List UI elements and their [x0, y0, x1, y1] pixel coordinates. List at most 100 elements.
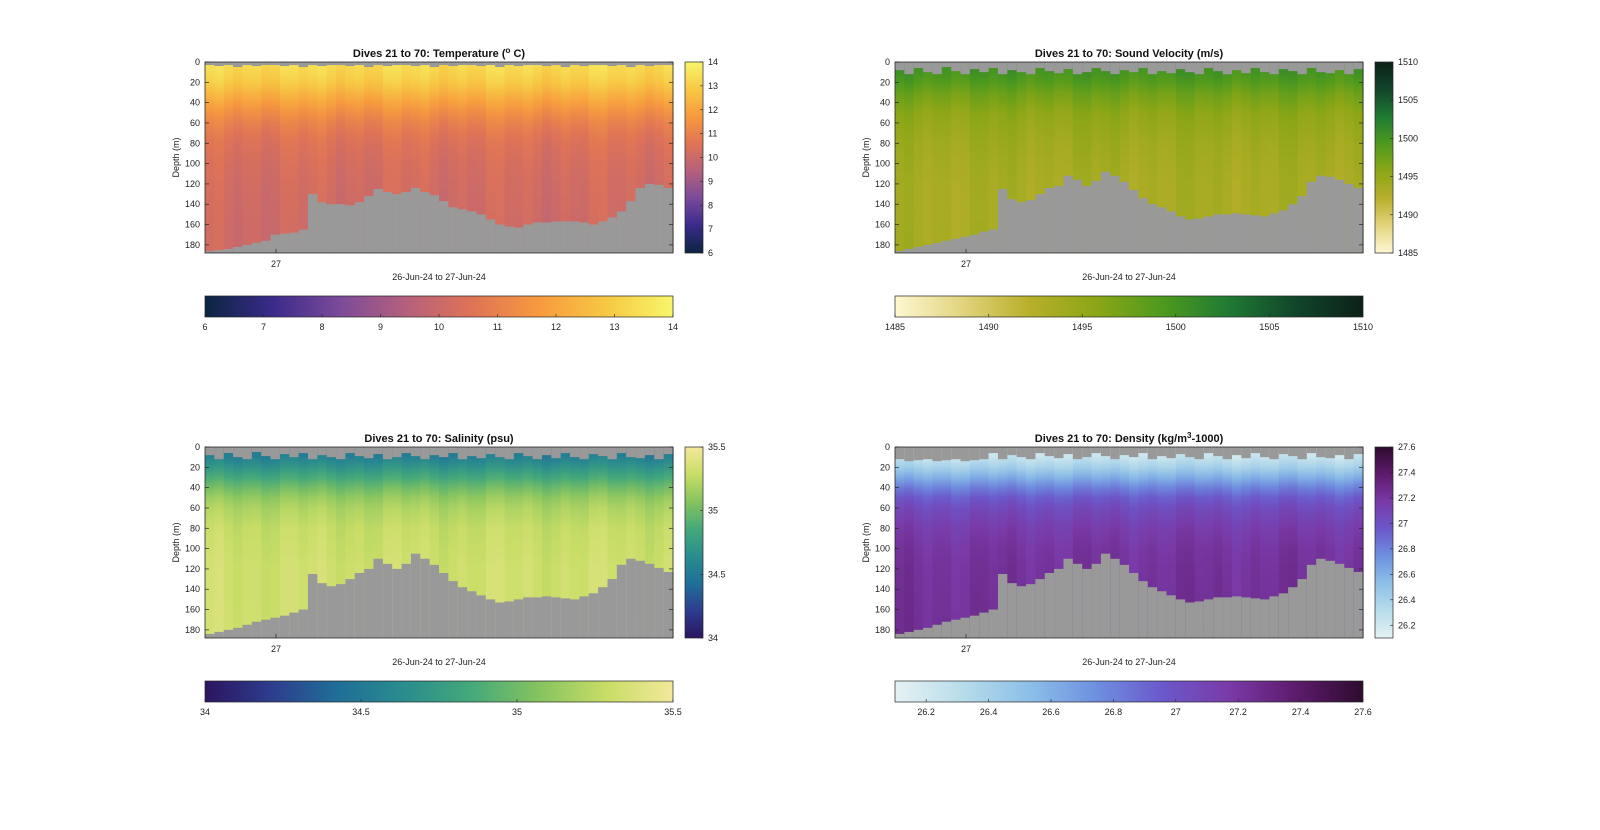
- surface-gap: [523, 447, 534, 457]
- seafloor-mask: [523, 597, 534, 638]
- seafloor-mask: [317, 202, 328, 253]
- surface-gap: [251, 447, 262, 453]
- seafloor-mask: [1129, 190, 1139, 253]
- surface-gap: [1072, 447, 1083, 460]
- seafloor-mask: [1288, 587, 1299, 638]
- seafloor-mask: [570, 221, 580, 253]
- heatmap-column: [298, 62, 309, 253]
- plot-axes-box: [894, 446, 1364, 639]
- surface-gap: [270, 447, 281, 460]
- heatmap-column: [1138, 62, 1149, 253]
- seafloor-mask: [969, 615, 980, 638]
- heatmap-column: [1091, 447, 1102, 638]
- seafloor-mask: [1082, 185, 1093, 253]
- surface-gap: [1110, 447, 1121, 460]
- surface-gap: [551, 62, 562, 66]
- heatmap-column: [382, 62, 393, 253]
- seafloor-mask: [1325, 176, 1336, 253]
- heatmap-column: [1035, 447, 1046, 638]
- surface-gap: [1100, 447, 1111, 457]
- seafloor-mask: [923, 627, 934, 638]
- y-tick-label: 140: [185, 199, 200, 209]
- heatmap-columns: [895, 447, 1364, 638]
- seafloor-mask: [429, 564, 440, 638]
- seafloor-mask: [532, 222, 543, 253]
- seafloor-mask: [1147, 587, 1158, 638]
- seafloor-mask: [307, 573, 318, 638]
- surface-gap: [1007, 447, 1018, 456]
- heatmap-column: [1260, 447, 1270, 638]
- seafloor-mask: [251, 621, 262, 638]
- heatmap-column: [354, 62, 365, 253]
- chart-title: Dives 21 to 70: Sound Velocity (m/s): [1035, 48, 1224, 60]
- horizontal-colorbar-label: 1485: [885, 322, 905, 332]
- horizontal-colorbar-label: 26.2: [917, 707, 935, 717]
- y-tick-label: 140: [875, 199, 890, 209]
- seafloor-mask: [420, 558, 431, 638]
- surface-gap: [307, 447, 318, 460]
- seafloor-mask: [1007, 199, 1018, 253]
- seafloor-mask: [345, 579, 356, 638]
- horizontal-colorbar: [204, 295, 674, 318]
- surface-gap: [1203, 447, 1214, 454]
- surface-gap: [1344, 62, 1355, 75]
- heatmap-column: [570, 447, 580, 638]
- heatmap-column: [336, 62, 346, 253]
- surface-gap: [467, 447, 478, 457]
- surface-gap: [644, 62, 655, 67]
- y-tick-label: 0: [195, 57, 200, 67]
- horizontal-colorbar-label: 34: [200, 707, 210, 717]
- surface-gap: [1035, 447, 1046, 454]
- surface-gap: [336, 62, 346, 66]
- heatmap-column: [373, 447, 384, 638]
- seafloor-mask: [523, 224, 534, 253]
- vertical-colorbar-label: 26.4: [1398, 595, 1416, 605]
- heatmap-column: [420, 447, 431, 638]
- vertical-colorbar: [1374, 446, 1394, 639]
- heatmap-column: [626, 447, 637, 638]
- heatmap-column: [382, 447, 393, 638]
- heatmap-column: [495, 447, 506, 638]
- heatmap-column: [541, 447, 552, 638]
- heatmap-column: [504, 447, 515, 638]
- heatmap-column: [1185, 62, 1196, 253]
- heatmap-column: [532, 62, 543, 253]
- surface-gap: [448, 62, 459, 67]
- x-tick-label: 27: [271, 259, 281, 269]
- seafloor-mask: [932, 624, 943, 638]
- panel-2: Dives 21 to 70: Sound Velocity (m/s) 0 20 4…: [861, 48, 1418, 332]
- heatmap-column: [1129, 62, 1139, 253]
- surface-gap: [495, 447, 506, 458]
- vertical-colorbar-label: 35: [708, 506, 718, 516]
- heatmap-column: [1222, 62, 1233, 253]
- surface-gap: [1100, 62, 1111, 72]
- surface-gap: [1306, 62, 1317, 69]
- surface-gap: [495, 62, 506, 68]
- horizontal-colorbar-label: 26.8: [1105, 707, 1123, 717]
- heatmap-column: [1297, 62, 1308, 253]
- seafloor-mask: [1306, 564, 1317, 638]
- horizontal-colorbar-label: 1505: [1259, 322, 1279, 332]
- y-tick-label: 160: [185, 220, 200, 230]
- heatmap-column: [270, 62, 281, 253]
- heatmap-column: [439, 447, 449, 638]
- surface-gap: [663, 62, 674, 66]
- surface-gap: [326, 62, 337, 66]
- seafloor-mask: [551, 597, 562, 638]
- seafloor-mask: [326, 204, 337, 253]
- heatmap-column: [1203, 62, 1214, 253]
- surface-gap: [1044, 62, 1055, 72]
- surface-gap: [1194, 62, 1205, 75]
- surface-gap: [1044, 447, 1055, 457]
- heatmap-column: [279, 447, 290, 638]
- heatmap-column: [1166, 62, 1177, 253]
- seafloor-mask: [941, 240, 952, 253]
- surface-gap: [1110, 62, 1121, 75]
- seafloor-mask: [598, 221, 609, 253]
- seafloor-mask: [1325, 560, 1336, 638]
- heatmap-column: [439, 62, 449, 253]
- y-tick-label: 0: [885, 57, 890, 67]
- heatmap-column: [1072, 447, 1083, 638]
- surface-gap: [1138, 62, 1149, 69]
- seafloor-mask: [439, 572, 449, 638]
